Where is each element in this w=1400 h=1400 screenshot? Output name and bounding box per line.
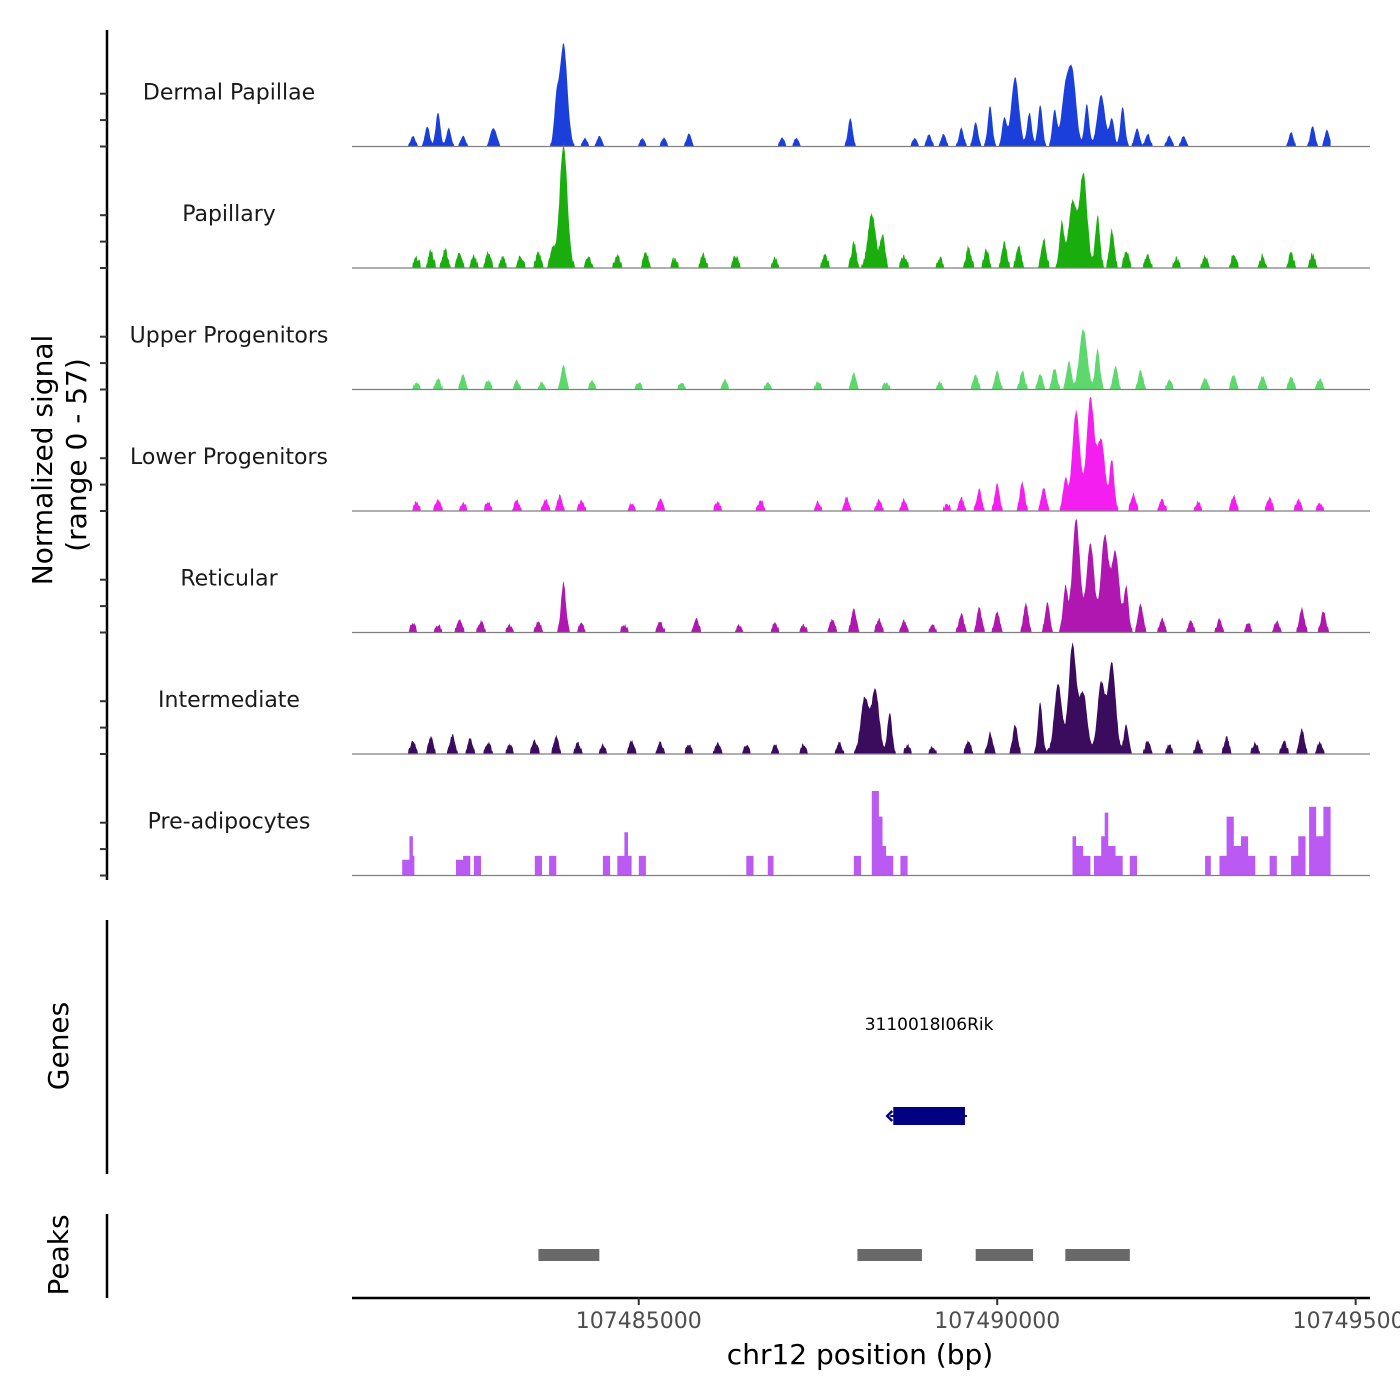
x-axis-tick-label: 107490000 — [934, 1309, 1060, 1334]
peaks-panel-title: Peaks — [42, 1214, 75, 1295]
gene-annotations: 3110018I06Rik — [865, 1015, 994, 1125]
peak-region — [538, 1249, 600, 1261]
x-axis-tick-label: 107485000 — [576, 1309, 702, 1334]
track-label: Papillary — [182, 202, 276, 227]
peak-regions — [538, 1249, 1130, 1261]
track-lower-progenitors: Lower Progenitors — [130, 397, 1370, 512]
track-signal-area — [402, 142, 1331, 268]
track-label: Pre-adipocytes — [148, 810, 311, 835]
x-axis-tick-label: 107495000 — [1293, 1309, 1400, 1334]
track-signal-area — [402, 642, 1331, 754]
x-axis-title: chr12 position (bp) — [727, 1338, 993, 1371]
track-reticular: Reticular — [180, 519, 1370, 634]
y-axis-title-line1: Normalized signal — [26, 335, 59, 586]
track-intermediate: Intermediate — [158, 642, 1370, 755]
track-signal-area — [402, 519, 1331, 633]
track-signal-area — [402, 791, 1331, 876]
track-pre-adipocytes: Pre-adipocytes — [148, 791, 1370, 877]
track-label: Dermal Papillae — [143, 81, 315, 106]
track-label: Intermediate — [158, 688, 300, 713]
coverage-y-axis-ticks — [100, 92, 107, 877]
coverage-tracks: Dermal Papillae Papillary Upper Progenitor… — [130, 43, 1370, 877]
track-papillary: Papillary — [182, 142, 1370, 269]
track-label: Lower Progenitors — [130, 445, 328, 470]
track-signal-area — [402, 397, 1331, 511]
track-label: Reticular — [180, 567, 278, 592]
peak-region — [1065, 1249, 1130, 1261]
track-dermal-papillae: Dermal Papillae — [143, 43, 1370, 148]
track-signal-area — [402, 329, 1331, 390]
peak-region — [857, 1249, 922, 1261]
genes-panel-title: Genes — [42, 1002, 75, 1090]
gene-3110018i06rik: 3110018I06Rik — [865, 1015, 994, 1125]
gene-name-label: 3110018I06Rik — [865, 1015, 994, 1035]
x-axis-ticks: 107485000 107490000 107495000 — [576, 1298, 1400, 1334]
y-axis-title-line2: (range 0 - 57) — [60, 358, 93, 552]
peak-region — [975, 1249, 1034, 1261]
track-upper-progenitors: Upper Progenitors — [130, 324, 1370, 391]
gene-strand-arrow — [885, 1110, 894, 1122]
track-signal-area — [402, 43, 1331, 147]
gene-exon-block — [893, 1107, 965, 1125]
track-label: Upper Progenitors — [130, 324, 329, 349]
